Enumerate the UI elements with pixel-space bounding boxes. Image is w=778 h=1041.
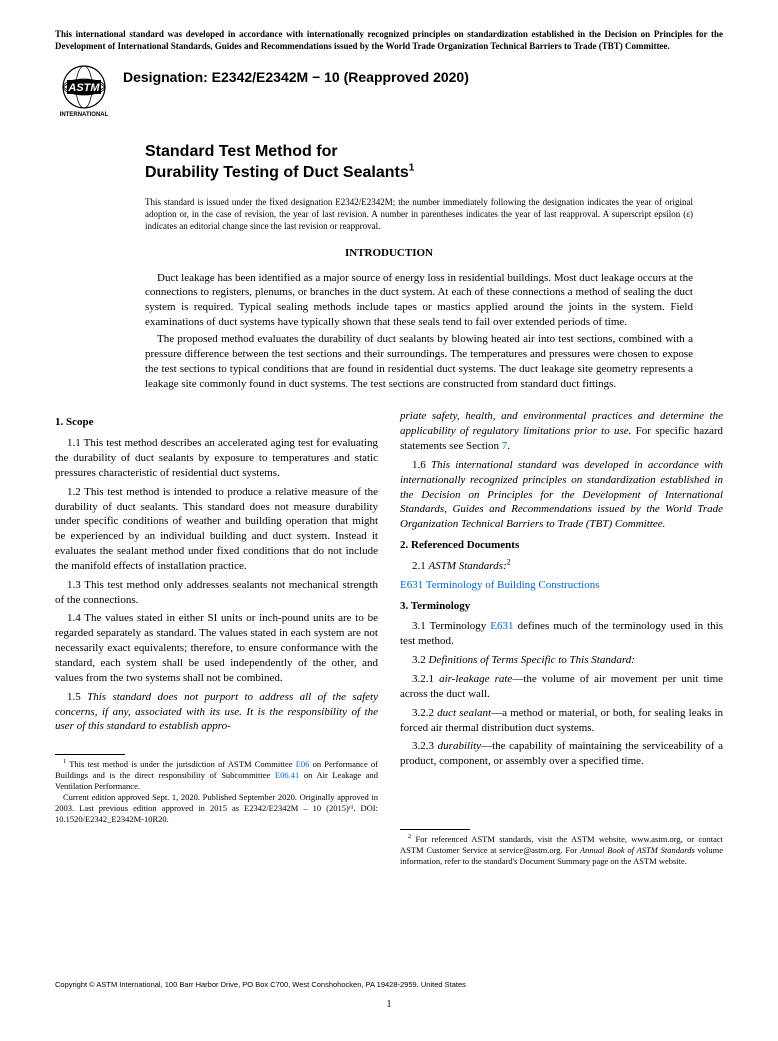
para-1-4: 1.4 The values stated in either SI units…	[55, 611, 378, 685]
copyright-text: Copyright © ASTM International, 100 Barr…	[55, 980, 723, 990]
left-column: 1. Scope 1.1 This test method describes …	[55, 409, 378, 867]
footnote-2: 2 For referenced ASTM standards, visit t…	[400, 834, 723, 867]
page-number: 1	[55, 998, 723, 1011]
para-3-1: 3.1 Terminology E631 defines much of the…	[400, 619, 723, 649]
scope-heading: 1. Scope	[55, 415, 378, 430]
svg-text:INTERNATIONAL: INTERNATIONAL	[60, 112, 109, 118]
ref-e631: E631 Terminology of Building Constructio…	[400, 578, 723, 593]
para-3-2-3: 3.2.3 durability—the capability of maint…	[400, 739, 723, 769]
introduction-body: Duct leakage has been identified as a ma…	[145, 271, 693, 392]
para-3-2-1: 3.2.1 air-leakage rate—the volume of air…	[400, 672, 723, 702]
para-1-6: 1.6 This international standard was deve…	[400, 458, 723, 532]
top-notice: This international standard was develope…	[55, 28, 723, 52]
footnote-1-cont: Current edition approved Sept. 1, 2020. …	[55, 792, 378, 825]
standard-note: This standard is issued under the fixed …	[145, 196, 693, 232]
title-line-1: Standard Test Method for	[145, 143, 338, 160]
title-line-2: Durability Testing of Duct Sealants	[145, 164, 409, 181]
para-2-1: 2.1 ASTM Standards:2	[400, 559, 723, 574]
link-e06-41[interactable]: E06.41	[275, 770, 299, 780]
para-1-2: 1.2 This test method is intended to prod…	[55, 485, 378, 574]
footnote-1: 1 This test method is under the jurisdic…	[55, 759, 378, 792]
para-3-2-2: 3.2.2 duct sealant—a method or material,…	[400, 706, 723, 736]
para-3-2: 3.2 Definitions of Terms Specific to Thi…	[400, 653, 723, 668]
link-e631[interactable]: E631	[400, 579, 423, 591]
para-1-1: 1.1 This test method describes an accele…	[55, 436, 378, 481]
document-title: Standard Test Method for Durability Test…	[145, 142, 693, 184]
link-e631-2[interactable]: E631	[490, 620, 513, 632]
footnote-rule-2	[400, 829, 470, 830]
astm-logo: ASTM INTERNATIONAL	[55, 62, 113, 120]
intro-paragraph-1: Duct leakage has been identified as a ma…	[145, 271, 693, 330]
link-e06[interactable]: E06	[296, 759, 310, 769]
svg-text:ASTM: ASTM	[67, 82, 100, 94]
title-block: Standard Test Method for Durability Test…	[145, 142, 693, 184]
right-column: priate safety, health, and environmental…	[400, 409, 723, 867]
footnote-rule	[55, 754, 125, 755]
terminology-heading: 3. Terminology	[400, 599, 723, 614]
title-footnote-ref: 1	[409, 163, 415, 174]
para-1-3: 1.3 This test method only addresses seal…	[55, 578, 378, 608]
introduction-heading: INTRODUCTION	[55, 246, 723, 260]
two-column-body: 1. Scope 1.1 This test method describes …	[55, 409, 723, 867]
referenced-documents-heading: 2. Referenced Documents	[400, 538, 723, 553]
footer: Copyright © ASTM International, 100 Barr…	[55, 980, 723, 1011]
intro-paragraph-2: The proposed method evaluates the durabi…	[145, 332, 693, 391]
header-row: ASTM INTERNATIONAL Designation: E2342/E2…	[55, 62, 723, 120]
designation: Designation: E2342/E2342M − 10 (Reapprov…	[123, 62, 469, 86]
para-1-5: 1.5 This standard does not purport to ad…	[55, 690, 378, 735]
para-1-5-cont: priate safety, health, and environmental…	[400, 409, 723, 454]
